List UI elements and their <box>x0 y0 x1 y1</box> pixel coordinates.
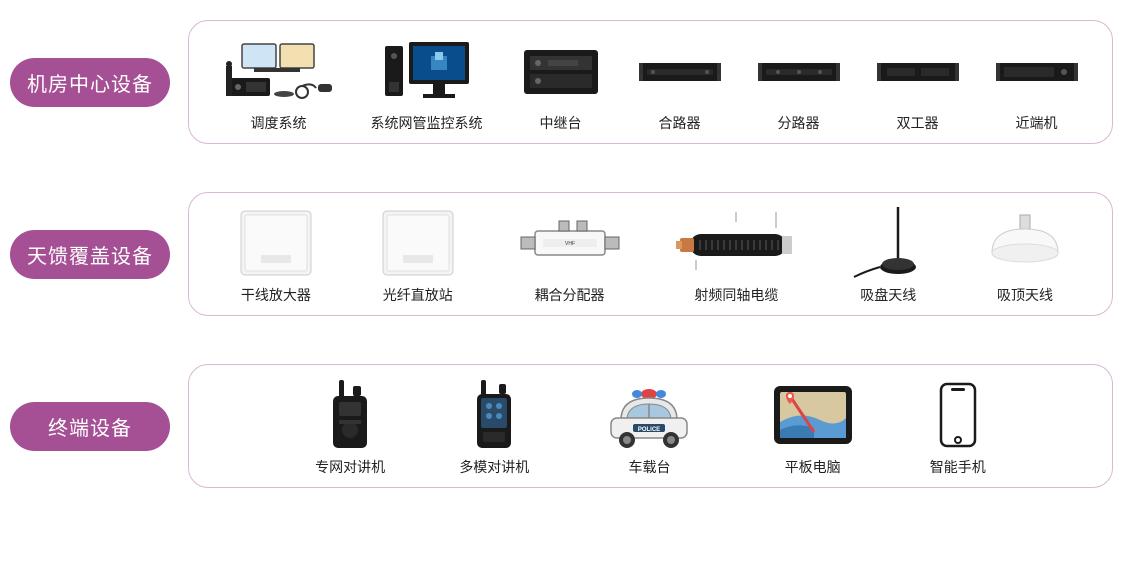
combiner-icon <box>639 35 721 107</box>
item-label: 射频同轴电缆 <box>694 285 778 305</box>
category-label-terminal: 终端设备 <box>10 402 170 451</box>
items-container-terminal: 专网对讲机 多模对讲机 <box>188 364 1113 488</box>
item-label: 干线放大器 <box>241 285 311 305</box>
category-label-datacenter: 机房中心设备 <box>10 58 170 107</box>
ceiling-antenna-icon <box>980 207 1070 279</box>
item-repeater: 中继台 <box>520 35 602 133</box>
item-suction-antenna: 吸盘天线 <box>848 207 928 305</box>
dispatch-system-icon <box>224 35 334 107</box>
smartphone-icon <box>935 379 981 451</box>
item-smartphone: 智能手机 <box>930 379 986 477</box>
item-dispatch-system: 调度系统 <box>224 35 334 133</box>
item-label: 系统网管监控系统 <box>371 113 483 133</box>
item-label: 光纤直放站 <box>383 285 453 305</box>
item-label: 耦合分配器 <box>535 285 605 305</box>
nms-monitor-icon <box>379 35 475 107</box>
trunk-amplifier-icon <box>231 207 321 279</box>
item-splitter: 分路器 <box>758 35 840 133</box>
item-label: 中继台 <box>540 113 582 133</box>
item-label: 智能手机 <box>930 457 986 477</box>
item-label: 近端机 <box>1016 113 1058 133</box>
item-fiber-repeater: 光纤直放站 <box>373 207 463 305</box>
suction-antenna-icon <box>848 207 928 279</box>
item-ceiling-antenna: 吸顶天线 <box>980 207 1070 305</box>
item-combiner: 合路器 <box>639 35 721 133</box>
pro-radio-icon <box>323 379 377 451</box>
item-nms-monitor: 系统网管监控系统 <box>371 35 483 133</box>
item-coupler: VHF 耦合分配器 <box>515 207 625 305</box>
item-duplexer: 双工器 <box>877 35 959 133</box>
item-multimode-radio: 多模对讲机 <box>459 379 529 477</box>
item-tablet: 平板电脑 <box>770 379 856 477</box>
svg-text:VHF: VHF <box>565 241 575 247</box>
item-label: 平板电脑 <box>785 457 841 477</box>
items-container-antenna-feed: 干线放大器 光纤直放站 VHF <box>188 192 1113 316</box>
splitter-icon <box>758 35 840 107</box>
row-datacenter: 机房中心设备 调度系统 <box>10 20 1113 144</box>
duplexer-icon <box>877 35 959 107</box>
item-label: 车载台 <box>628 457 670 477</box>
repeater-icon <box>520 35 602 107</box>
category-label-antenna-feed: 天馈覆盖设备 <box>10 230 170 279</box>
vehicle-station-icon: POLICE <box>603 379 695 451</box>
items-container-datacenter: 调度系统 系统网管监控系统 <box>188 20 1113 144</box>
coax-cable-icon <box>676 207 796 279</box>
coupler-icon: VHF <box>515 207 625 279</box>
tablet-icon <box>770 379 856 451</box>
item-coax-cable: 射频同轴电缆 <box>676 207 796 305</box>
item-trunk-amplifier: 干线放大器 <box>231 207 321 305</box>
item-near-end-unit: 近端机 <box>996 35 1078 133</box>
item-label: 多模对讲机 <box>459 457 529 477</box>
item-vehicle-station: POLICE 车载台 <box>603 379 695 477</box>
item-label: 专网对讲机 <box>315 457 385 477</box>
near-end-unit-icon <box>996 35 1078 107</box>
multimode-radio-icon <box>467 379 521 451</box>
row-terminal: 终端设备 专网对讲机 <box>10 364 1113 488</box>
svg-text:POLICE: POLICE <box>638 427 660 433</box>
item-label: 双工器 <box>897 113 939 133</box>
row-antenna-feed: 天馈覆盖设备 干线放大器 光纤直放站 <box>10 192 1113 316</box>
item-label: 调度系统 <box>251 113 307 133</box>
item-label: 分路器 <box>778 113 820 133</box>
fiber-repeater-icon <box>373 207 463 279</box>
item-pro-radio: 专网对讲机 <box>315 379 385 477</box>
item-label: 吸盘天线 <box>860 285 916 305</box>
item-label: 吸顶天线 <box>997 285 1053 305</box>
item-label: 合路器 <box>659 113 701 133</box>
